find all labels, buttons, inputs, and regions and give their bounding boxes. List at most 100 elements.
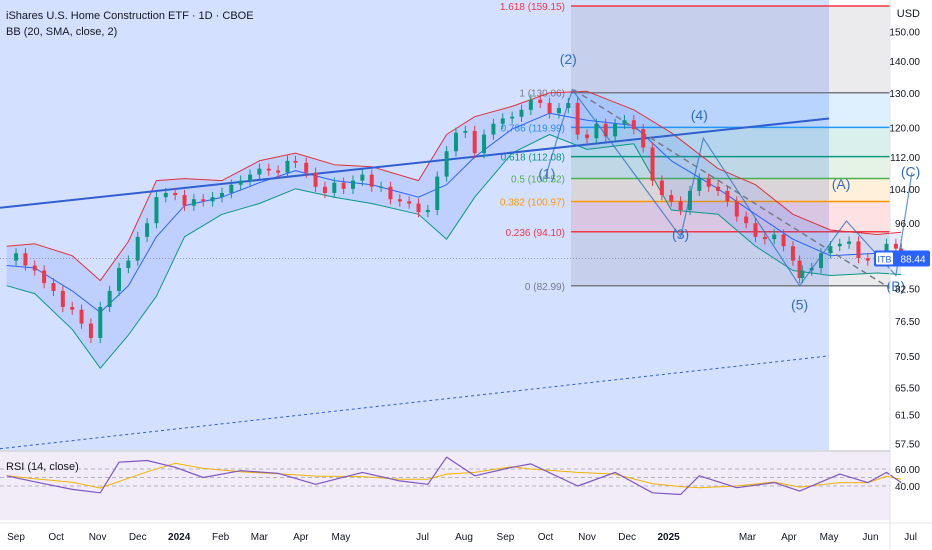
candle-body (500, 118, 505, 124)
fib-band-0.236 (570, 201, 890, 232)
candle-body (88, 323, 93, 338)
candle-body (762, 236, 767, 240)
candle-body (716, 186, 721, 191)
y-axis-tick-label: 130.00 (889, 89, 920, 100)
y-axis-tick-label: 82.50 (895, 284, 920, 295)
candle-body (613, 123, 618, 137)
candle-body (42, 270, 47, 284)
candle-body (182, 195, 187, 206)
y-axis-tick-label: 96.00 (895, 219, 920, 230)
candle-body (154, 197, 159, 224)
bb-indicator-legend[interactable]: BB (20, SMA, close, 2) (6, 26, 118, 38)
price-candles (14, 94, 904, 344)
x-axis-tick-label: Sep (497, 532, 515, 543)
wave-label: (C) (901, 164, 920, 180)
candle-body (519, 109, 524, 117)
candle-body (210, 197, 215, 202)
candle-body (173, 192, 178, 196)
candle-body (631, 120, 636, 130)
x-axis-tick-label: Sep (7, 532, 25, 543)
y-axis-tick-label: 112.00 (890, 153, 920, 164)
candle-body (697, 178, 702, 191)
candle-body (510, 116, 515, 119)
candle-body (622, 120, 627, 124)
fib-band-0.618 (570, 127, 890, 157)
candle-body (744, 216, 749, 224)
candle-body (388, 186, 393, 200)
candle-body (98, 306, 103, 338)
rsi-ma-line (6, 462, 902, 489)
candle-body (575, 102, 580, 135)
candle-body (360, 174, 365, 181)
candle-body (51, 283, 56, 291)
candle-body (753, 223, 758, 237)
candle-body (641, 129, 646, 148)
x-axis-tick-label: Apr (293, 532, 309, 543)
x-axis-tick-label: Jun (862, 532, 878, 543)
bb-lower-line (6, 134, 902, 369)
currency-label[interactable]: USD (896, 8, 920, 20)
candle-body (828, 246, 833, 254)
bb-basis-line (6, 112, 902, 313)
wave-label: (1) (538, 166, 555, 182)
candle-body (322, 186, 327, 193)
candle-body (669, 195, 674, 202)
candle-body (472, 130, 477, 154)
candle-body (585, 134, 590, 139)
candle-body (819, 253, 824, 268)
fib-label-0.786: 0.786 (119.99) (501, 123, 565, 134)
candle-body (547, 102, 552, 114)
candle-body (369, 174, 374, 187)
x-axis-tick-label: 2024 (168, 532, 191, 543)
y-axis-tick-label: 150.00 (889, 27, 920, 38)
candle-body (856, 241, 861, 259)
y-axis-tick-label: 120.00 (889, 123, 920, 134)
candle-body (126, 260, 131, 268)
candle-body (725, 190, 730, 202)
candle-body (659, 180, 664, 196)
fib-label-1: 1 (130.06) (519, 89, 565, 100)
candle-body (191, 199, 196, 206)
candle-body (781, 234, 786, 247)
price-badge-value: 88.44 (900, 254, 925, 265)
candle-body (687, 190, 692, 210)
candle-body (351, 180, 356, 189)
candle-body (772, 234, 777, 240)
candle-body (304, 162, 309, 173)
candle-body (491, 123, 496, 135)
x-axis-tick-label: Feb (212, 532, 230, 543)
candle-body (145, 223, 150, 237)
x-axis-tick-label: Mar (251, 532, 269, 543)
x-axis-tick-label: Oct (48, 532, 64, 543)
candle-body (538, 99, 543, 103)
candle-body (594, 123, 599, 139)
x-axis-tick-label: Oct (538, 532, 554, 543)
bb-band-fill (6, 91, 902, 369)
wave-label: (B) (887, 278, 906, 294)
candle-body (257, 168, 262, 175)
candle-body (847, 241, 852, 244)
wave-label: (3) (672, 226, 689, 242)
fib-label-0: 0 (82.99) (525, 282, 565, 293)
rsi-line (6, 456, 902, 496)
candle-body (837, 243, 842, 247)
candle-body (566, 102, 571, 109)
rsi-indicator-legend[interactable]: RSI (14, close) (6, 461, 79, 473)
fib-band-0 (570, 231, 890, 286)
candle-body (219, 192, 224, 198)
candle-body (229, 184, 234, 193)
candle-body (313, 172, 318, 187)
wave-label: (4) (691, 107, 708, 123)
candle-body (332, 182, 337, 193)
candle-body (293, 160, 298, 163)
x-axis-tick-label: Aug (455, 532, 473, 543)
candle-body (407, 201, 412, 204)
candle-body (23, 253, 28, 266)
candle-body (556, 108, 561, 114)
candle-body (893, 243, 898, 249)
candle-body (266, 168, 271, 171)
candle-body (276, 170, 281, 173)
trendline-upper (0, 117, 830, 209)
